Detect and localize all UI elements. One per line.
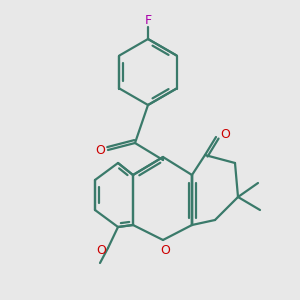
Text: O: O bbox=[160, 244, 170, 256]
Text: O: O bbox=[220, 128, 230, 140]
Text: F: F bbox=[144, 14, 152, 26]
Text: O: O bbox=[96, 244, 106, 256]
Text: O: O bbox=[95, 143, 105, 157]
